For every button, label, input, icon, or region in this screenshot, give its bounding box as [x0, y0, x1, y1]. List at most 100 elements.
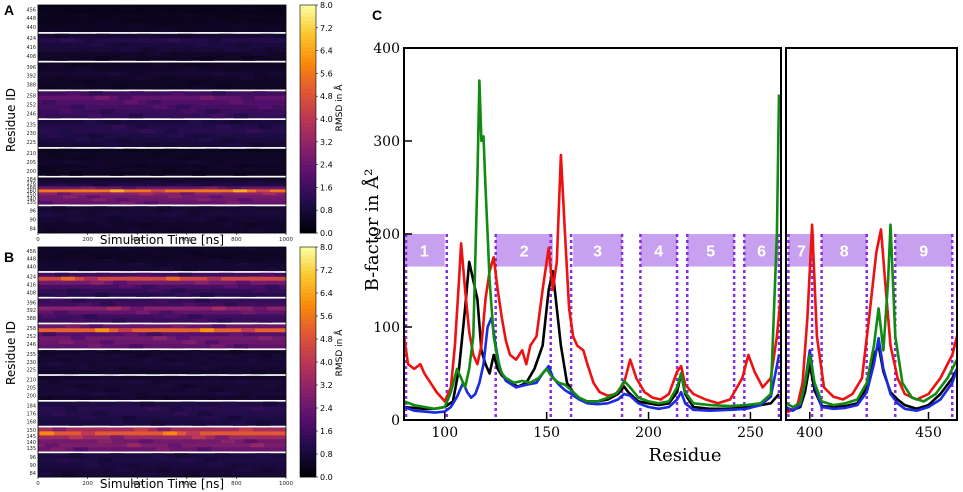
colorbar-segment	[300, 247, 316, 252]
heatmap-speckle	[195, 62, 209, 68]
heatmap-speckle	[251, 142, 265, 148]
colorbar-segment	[300, 168, 316, 173]
heatmap-speckle	[187, 142, 201, 148]
heatmap-border	[37, 4, 287, 234]
heatmap-speckle	[130, 71, 144, 77]
colorbar-segment	[300, 262, 316, 267]
heatmap-speckle	[182, 109, 196, 114]
colorbar-segment	[300, 5, 316, 10]
colorbar-segment	[300, 277, 316, 282]
heatmap-ytick-label: 396	[26, 65, 36, 71]
heatmap-ytick-label: 90	[30, 463, 36, 469]
colorbar-b-label: RMSD in Å	[333, 329, 345, 377]
heatmap-speckle	[93, 411, 107, 417]
heatmap-speckle	[156, 467, 170, 473]
heatmap-speckle	[71, 336, 85, 341]
heatmap-speckle	[64, 180, 78, 184]
heatmap-speckle	[93, 391, 107, 397]
heatmap-speckle	[101, 302, 115, 307]
heatmap-ytick-label: 184	[26, 403, 36, 409]
colorbar-segment	[300, 404, 316, 409]
heatmap-speckle	[265, 284, 279, 289]
heatmap-speckle	[251, 160, 265, 165]
colorbar-segment	[300, 122, 316, 127]
heatmap-row	[38, 439, 286, 444]
heatmap-speckle	[157, 206, 171, 212]
heatmap-speckle	[221, 439, 235, 444]
colorbar-tick-label: 3.2	[320, 381, 333, 390]
heatmap-ytick-label: 84	[30, 226, 36, 232]
heatmap-speckle	[39, 472, 53, 478]
heatmap-speckle	[117, 365, 131, 371]
heatmap-row	[38, 38, 286, 43]
heatmap-speckle	[98, 457, 112, 464]
heatmap-speckle	[219, 13, 233, 19]
heatmap-speckle	[131, 262, 145, 268]
heatmap-speckle	[119, 284, 133, 289]
ytick-label: 300	[373, 134, 400, 150]
heatmap-speckle	[110, 216, 124, 223]
heatmap-speckle	[260, 33, 274, 39]
colorbar-segment	[300, 65, 316, 70]
heatmap-speckle	[117, 383, 131, 389]
colorbar-segment	[300, 217, 316, 222]
colorbar-segment	[300, 411, 316, 417]
heatmap-speckle	[180, 222, 194, 228]
heatmap-speckle	[171, 91, 185, 97]
heatmap-row	[38, 33, 286, 39]
heatmap-row	[38, 457, 286, 464]
heatmap-speckle	[256, 420, 270, 426]
heatmap-speckle	[194, 318, 208, 323]
heatmap-speckle	[67, 250, 81, 256]
heatmap-speckle	[198, 206, 212, 212]
heatmap-row	[38, 415, 286, 421]
heatmap-speckle	[153, 318, 167, 323]
heatmap-ytick-label: 84	[30, 471, 36, 477]
heatmap-speckle	[183, 302, 197, 307]
heatmap-speckle	[144, 201, 158, 205]
heatmap-speckle	[105, 406, 119, 412]
heatmap-speckle	[212, 71, 226, 77]
heatmap-row	[38, 276, 286, 282]
heatmap-ytick-label: 246	[26, 111, 36, 117]
heatmap-speckle	[183, 266, 197, 272]
heatmap-ytick-label: 235	[26, 122, 36, 128]
heatmap-speckle	[54, 328, 68, 333]
heatmap-speckle	[160, 266, 174, 272]
heatmap-speckle	[84, 38, 98, 43]
line-chart-panel-c: 1 2 3 4 5 6 7 8 9 0 100 200 300 400 100 150 200 250 400 45…	[361, 41, 958, 466]
heatmap-speckle	[81, 415, 95, 421]
heatmap-speckle	[105, 387, 119, 393]
heatmap-row	[38, 344, 286, 349]
heatmap-speckle	[216, 164, 230, 169]
heatmap-row	[38, 358, 286, 363]
heatmap-speckle	[253, 324, 267, 329]
heatmap-speckle	[108, 250, 122, 256]
heatmap-speckle	[113, 298, 127, 303]
heatmap-speckle	[129, 133, 143, 139]
heatmap-speckle	[164, 358, 178, 363]
heatmap-ytick-label: 408	[26, 290, 36, 296]
heatmap-speckle	[40, 395, 54, 400]
heatmap-speckle	[171, 324, 185, 329]
heatmap-speckle	[137, 254, 151, 260]
heatmap-speckle	[192, 189, 206, 193]
heatmap-speckle	[183, 284, 197, 289]
heatmap-speckle	[64, 369, 78, 375]
heatmap-speckle	[178, 33, 192, 39]
heatmap-speckle	[129, 344, 143, 349]
colorbar-segment	[300, 373, 316, 378]
colorbar-segment	[300, 454, 316, 459]
heatmap-speckle	[159, 75, 173, 81]
heatmap-ytick-label: 150	[26, 192, 36, 198]
colorbar-segment	[300, 145, 316, 150]
heatmap-speckle	[130, 306, 144, 311]
heatmap-speckle	[119, 47, 133, 52]
heatmap-speckle	[217, 104, 231, 110]
heatmap-speckle	[149, 250, 163, 256]
colorbar-segment	[300, 58, 316, 63]
heatmap-speckle	[54, 310, 68, 315]
heatmap-speckle	[198, 427, 212, 432]
colorbar-segment	[300, 316, 316, 321]
series-line-green	[404, 79, 781, 411]
